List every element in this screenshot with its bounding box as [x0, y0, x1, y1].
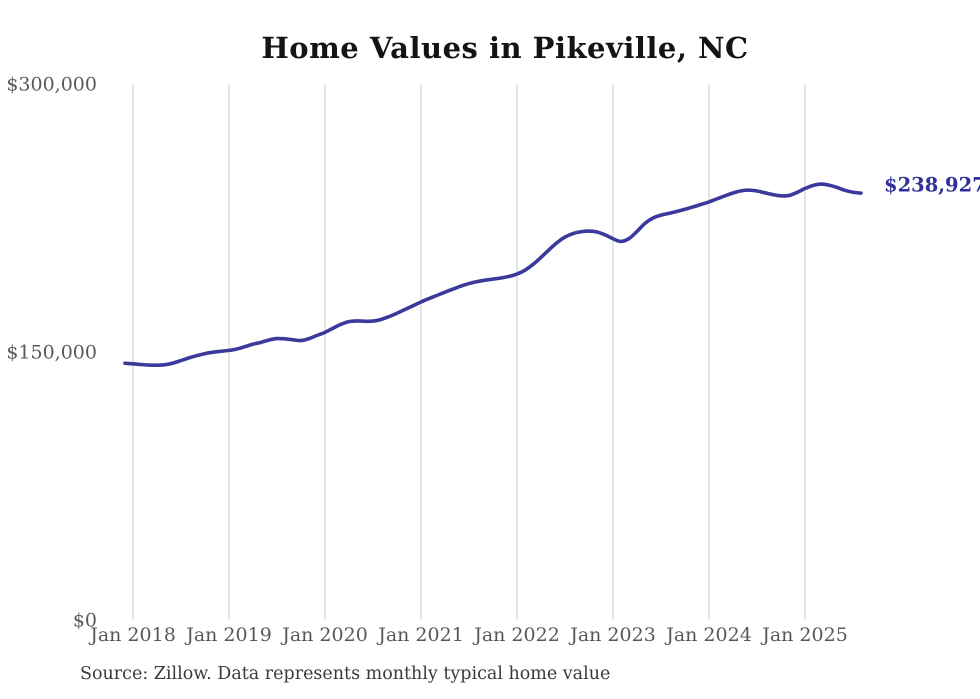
x-axis-tick-label: Jan 2021: [376, 624, 464, 646]
x-axis-tick-label: Jan 2023: [568, 624, 656, 646]
y-axis-tick-label: $0: [73, 610, 97, 632]
x-axis-tick-label: Jan 2022: [472, 624, 560, 646]
x-axis-tick-label: Jan 2018: [88, 624, 176, 646]
y-axis-tick-label: $150,000: [6, 342, 97, 364]
chart-title: Home Values in Pikeville, NC: [261, 31, 749, 65]
x-axis-tick-label: Jan 2019: [184, 624, 272, 646]
source-note: Source: Zillow. Data represents monthly …: [80, 664, 611, 684]
x-axis-tick-label: Jan 2025: [760, 624, 848, 646]
x-axis-tick-label: Jan 2020: [280, 624, 368, 646]
home-value-line: [123, 182, 863, 368]
x-axis-tick-label: Jan 2024: [664, 624, 752, 646]
current-value-label: $238,927: [884, 174, 980, 197]
y-axis-tick-label: $300,000: [6, 74, 97, 96]
